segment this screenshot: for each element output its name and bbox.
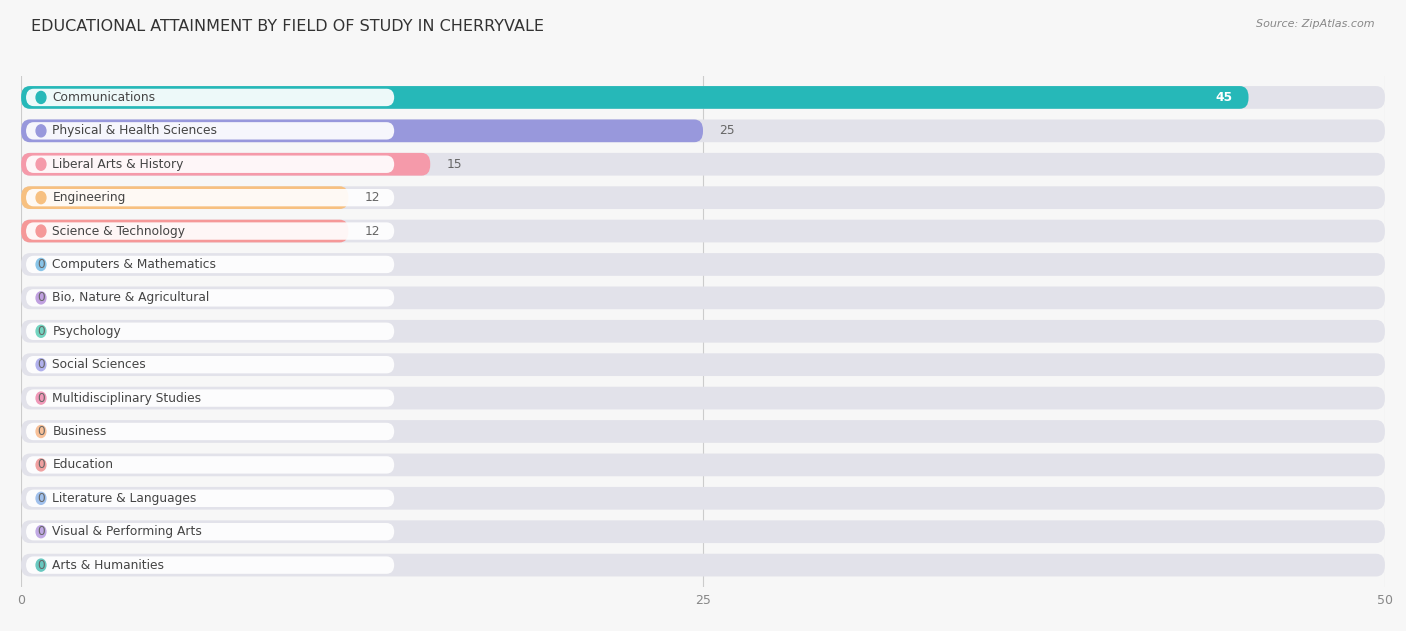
- Text: Psychology: Psychology: [52, 325, 121, 338]
- FancyBboxPatch shape: [21, 86, 1385, 109]
- FancyBboxPatch shape: [21, 220, 349, 242]
- Text: 0: 0: [38, 492, 45, 505]
- Circle shape: [37, 259, 46, 271]
- Circle shape: [37, 392, 46, 404]
- FancyBboxPatch shape: [21, 554, 1385, 577]
- Text: 0: 0: [38, 258, 45, 271]
- FancyBboxPatch shape: [25, 523, 394, 540]
- FancyBboxPatch shape: [21, 186, 1385, 209]
- FancyBboxPatch shape: [25, 557, 394, 574]
- Text: Business: Business: [52, 425, 107, 438]
- FancyBboxPatch shape: [25, 322, 394, 340]
- Text: Communications: Communications: [52, 91, 156, 104]
- FancyBboxPatch shape: [21, 521, 1385, 543]
- Text: Engineering: Engineering: [52, 191, 125, 204]
- Text: Physical & Health Sciences: Physical & Health Sciences: [52, 124, 218, 138]
- Text: 0: 0: [38, 525, 45, 538]
- FancyBboxPatch shape: [21, 320, 1385, 343]
- Text: Source: ZipAtlas.com: Source: ZipAtlas.com: [1257, 19, 1375, 29]
- Circle shape: [37, 91, 46, 103]
- Text: Literature & Languages: Literature & Languages: [52, 492, 197, 505]
- Circle shape: [37, 158, 46, 170]
- Text: 0: 0: [38, 392, 45, 404]
- Text: Social Sciences: Social Sciences: [52, 358, 146, 371]
- Text: 0: 0: [38, 425, 45, 438]
- FancyBboxPatch shape: [21, 353, 1385, 376]
- FancyBboxPatch shape: [21, 220, 1385, 242]
- Text: Education: Education: [52, 458, 114, 471]
- FancyBboxPatch shape: [21, 86, 1249, 109]
- FancyBboxPatch shape: [25, 289, 394, 307]
- Text: 25: 25: [720, 124, 735, 138]
- Circle shape: [37, 325, 46, 338]
- Circle shape: [37, 358, 46, 370]
- Text: 12: 12: [364, 225, 380, 237]
- Circle shape: [37, 125, 46, 137]
- FancyBboxPatch shape: [25, 156, 394, 173]
- FancyBboxPatch shape: [25, 189, 394, 206]
- Text: 12: 12: [364, 191, 380, 204]
- FancyBboxPatch shape: [21, 387, 1385, 410]
- FancyBboxPatch shape: [25, 89, 394, 106]
- FancyBboxPatch shape: [21, 153, 430, 175]
- Text: Computers & Mathematics: Computers & Mathematics: [52, 258, 217, 271]
- FancyBboxPatch shape: [21, 286, 1385, 309]
- Text: Science & Technology: Science & Technology: [52, 225, 186, 237]
- Text: Visual & Performing Arts: Visual & Performing Arts: [52, 525, 202, 538]
- FancyBboxPatch shape: [25, 222, 394, 240]
- Circle shape: [37, 192, 46, 204]
- FancyBboxPatch shape: [25, 456, 394, 474]
- FancyBboxPatch shape: [25, 423, 394, 440]
- Text: 0: 0: [38, 558, 45, 572]
- Text: 15: 15: [447, 158, 463, 171]
- FancyBboxPatch shape: [25, 256, 394, 273]
- Text: EDUCATIONAL ATTAINMENT BY FIELD OF STUDY IN CHERRYVALE: EDUCATIONAL ATTAINMENT BY FIELD OF STUDY…: [31, 19, 544, 34]
- Circle shape: [37, 292, 46, 304]
- FancyBboxPatch shape: [21, 487, 1385, 510]
- Text: 0: 0: [38, 458, 45, 471]
- FancyBboxPatch shape: [21, 119, 1385, 142]
- FancyBboxPatch shape: [21, 253, 1385, 276]
- FancyBboxPatch shape: [21, 153, 1385, 175]
- Circle shape: [37, 225, 46, 237]
- FancyBboxPatch shape: [21, 420, 1385, 443]
- Circle shape: [37, 492, 46, 504]
- Text: 0: 0: [38, 358, 45, 371]
- Text: Liberal Arts & History: Liberal Arts & History: [52, 158, 184, 171]
- Circle shape: [37, 459, 46, 471]
- FancyBboxPatch shape: [25, 490, 394, 507]
- Text: 45: 45: [1215, 91, 1232, 104]
- Text: Arts & Humanities: Arts & Humanities: [52, 558, 165, 572]
- Text: Multidisciplinary Studies: Multidisciplinary Studies: [52, 392, 201, 404]
- FancyBboxPatch shape: [21, 454, 1385, 476]
- Circle shape: [37, 559, 46, 571]
- FancyBboxPatch shape: [21, 119, 703, 142]
- Text: Bio, Nature & Agricultural: Bio, Nature & Agricultural: [52, 292, 209, 304]
- Circle shape: [37, 526, 46, 538]
- Text: 0: 0: [38, 325, 45, 338]
- Text: 0: 0: [38, 292, 45, 304]
- FancyBboxPatch shape: [25, 122, 394, 139]
- Circle shape: [37, 425, 46, 437]
- FancyBboxPatch shape: [21, 186, 349, 209]
- FancyBboxPatch shape: [25, 356, 394, 374]
- FancyBboxPatch shape: [25, 389, 394, 407]
